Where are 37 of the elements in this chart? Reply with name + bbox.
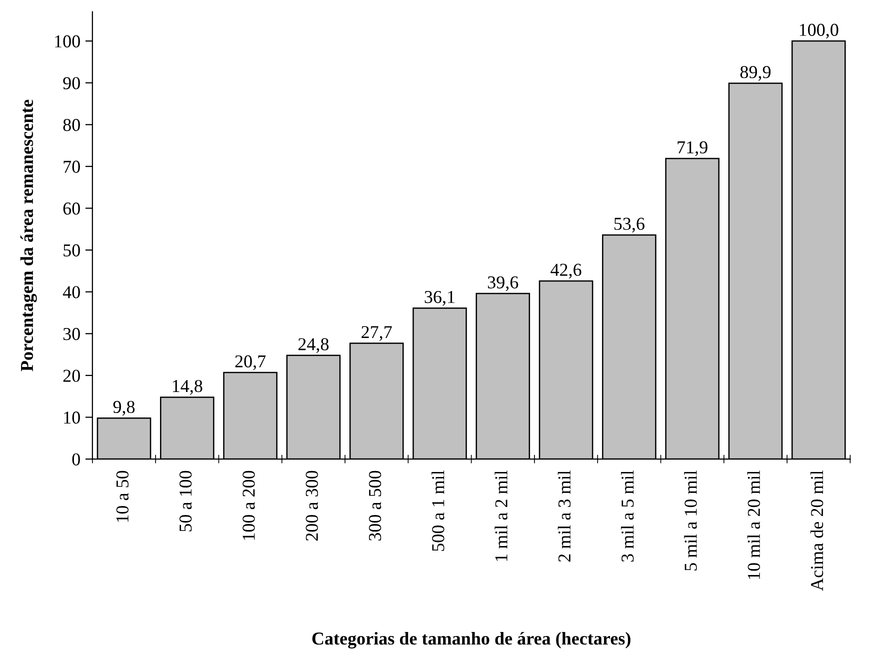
data-label: 27,7 (362, 326, 392, 341)
data-label: 71,9 (678, 141, 708, 156)
data-label: 20,7 (235, 355, 266, 370)
data-label: 24,8 (298, 338, 329, 353)
x-tick-label: 100 a 200 (242, 470, 255, 540)
x-tick-label: 200 a 300 (306, 470, 318, 541)
x-tick-label: 10 mil a 20 mil (747, 470, 760, 579)
x-tick-label: 5 mil a 10 mil (684, 470, 697, 570)
x-tick-label: 3 mil a 5 mil (620, 470, 634, 562)
x-tick-label: 1 mil a 2 mil (494, 470, 508, 561)
x-axis-title: Categorias de tamanho de área (hectares) (312, 632, 630, 648)
y-tick-label: 30 (63, 328, 80, 340)
data-label: 89,9 (740, 66, 771, 81)
data-label: 39,6 (488, 276, 518, 292)
y-tick-label: 100 (55, 35, 80, 48)
y-tick-label: 70 (64, 160, 80, 173)
x-tick-label: 50 a 100 (179, 470, 192, 532)
data-label: 42,6 (550, 264, 582, 279)
data-label: 9,8 (113, 400, 135, 416)
data-label: 36,1 (424, 290, 454, 306)
y-tick-label: 40 (62, 286, 80, 298)
y-tick-label: 60 (63, 202, 80, 215)
y-tick-label: 10 (64, 412, 80, 424)
x-tick-label: 2 mil a 3 mil (558, 470, 571, 562)
y-tick-label: 20 (63, 370, 80, 382)
y-tick-label: 80 (63, 118, 80, 132)
y-tick-label: 90 (63, 77, 80, 90)
x-tick-label: Acima de 20 mil (810, 470, 824, 591)
data-label: 100,0 (800, 24, 838, 39)
x-tick-label: 300 a 500 (368, 470, 382, 541)
x-tick-label: 10 a 50 (116, 470, 129, 522)
y-axis-title: Porcentagem da área remanescente (20, 100, 37, 372)
y-tick-label: 50 (64, 244, 80, 256)
x-tick-label: 500 a 1 mil (432, 470, 444, 551)
data-label: 53,6 (614, 218, 644, 233)
y-tick-label: 0 (72, 453, 80, 466)
data-label: 14,8 (172, 380, 202, 395)
